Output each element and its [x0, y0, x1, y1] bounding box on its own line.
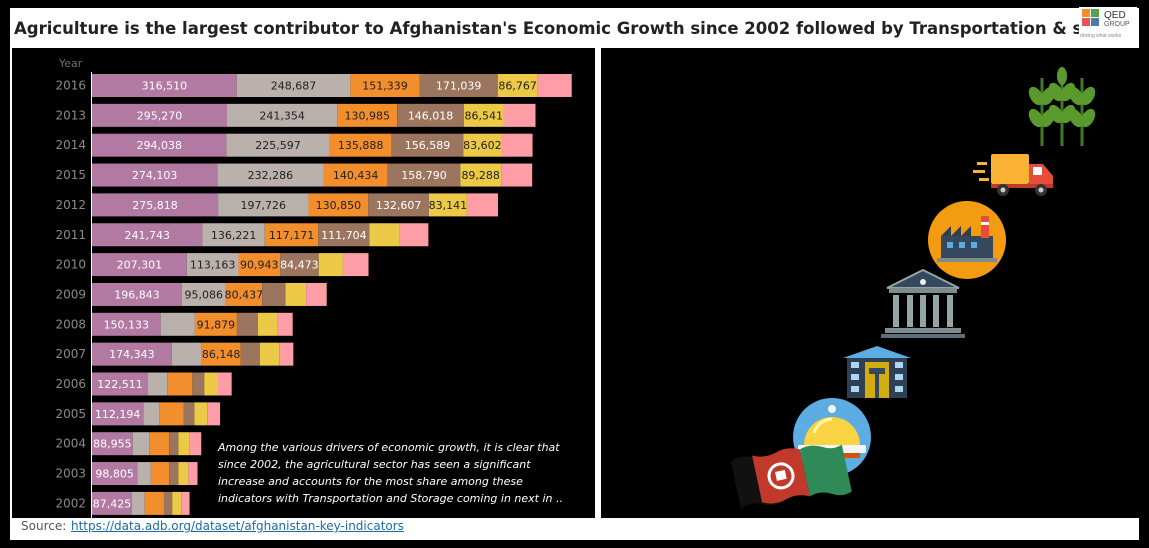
source-link[interactable]: https://data.adb.org/dataset/afghanistan… — [71, 519, 404, 533]
y-axis-header: Year — [59, 57, 83, 70]
source-label: Source: — [21, 519, 67, 533]
qed-logo: QED GROUP driving what works — [1079, 7, 1137, 43]
chart-annotation: Among the various drivers of economic gr… — [218, 441, 563, 505]
y-axis-line — [91, 72, 92, 518]
afghanistan-flag-icon — [731, 444, 852, 509]
factory-icon — [928, 201, 1006, 279]
source-footer — [10, 518, 1139, 540]
delivery-truck-icon — [973, 154, 1053, 196]
logo-tagline: driving what works — [1080, 33, 1122, 39]
logo-subtitle: GROUP — [1104, 21, 1130, 28]
building-icon — [843, 346, 911, 398]
logo-name: QED — [1104, 10, 1126, 21]
bank-icon — [881, 268, 965, 338]
page-title: Agriculture is the largest contributor t… — [14, 19, 1080, 38]
sector-illustration-panel — [601, 48, 1139, 518]
wheat-icon — [1028, 67, 1096, 146]
